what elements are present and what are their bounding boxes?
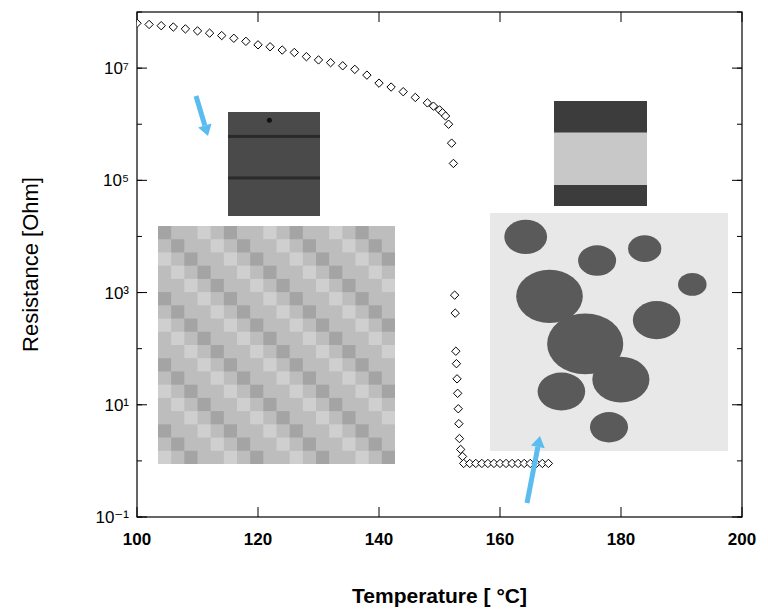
data-point bbox=[456, 445, 464, 453]
minor-tick bbox=[737, 236, 742, 237]
inset-image bbox=[228, 112, 320, 216]
data-point bbox=[157, 21, 165, 29]
data-point bbox=[351, 65, 359, 73]
x-tick bbox=[258, 12, 259, 22]
y-tick bbox=[732, 404, 742, 405]
inset-image bbox=[490, 213, 728, 451]
data-point bbox=[314, 56, 322, 64]
minor-tick bbox=[137, 348, 142, 349]
data-point bbox=[169, 23, 177, 31]
data-point bbox=[444, 120, 452, 128]
x-tick-label: 100 bbox=[123, 530, 151, 549]
y-tick bbox=[732, 180, 742, 181]
minor-tick bbox=[737, 348, 742, 349]
data-point bbox=[455, 420, 463, 428]
data-point bbox=[302, 52, 310, 60]
data-point bbox=[137, 19, 141, 27]
inset-image bbox=[158, 226, 395, 464]
data-point bbox=[453, 389, 461, 397]
data-point bbox=[218, 31, 226, 39]
minor-tick bbox=[737, 460, 742, 461]
data-point bbox=[193, 27, 201, 35]
x-tick bbox=[621, 507, 622, 517]
arrow bbox=[196, 96, 205, 125]
x-tick-label: 200 bbox=[728, 530, 756, 549]
data-point bbox=[254, 41, 262, 49]
y-tick-label: 10¹ bbox=[104, 396, 129, 415]
data-point bbox=[441, 112, 449, 120]
x-tick-label: 120 bbox=[244, 530, 272, 549]
y-tick bbox=[137, 404, 147, 405]
x-axis-title: Temperature [ °C] bbox=[352, 584, 527, 607]
data-point bbox=[363, 71, 371, 79]
x-tick bbox=[379, 507, 380, 517]
data-point bbox=[326, 58, 334, 66]
data-point bbox=[375, 79, 383, 87]
inset-image bbox=[554, 101, 647, 206]
data-point bbox=[449, 159, 457, 167]
data-point bbox=[205, 29, 213, 37]
minor-tick bbox=[737, 124, 742, 125]
data-point bbox=[290, 48, 298, 56]
x-tick bbox=[500, 12, 501, 22]
y-tick-label: 10³ bbox=[104, 284, 129, 303]
data-point bbox=[544, 459, 552, 467]
y-tick-label: 10⁻¹ bbox=[95, 508, 129, 527]
x-tick bbox=[258, 507, 259, 517]
y-tick-label: 10⁷ bbox=[104, 59, 129, 78]
x-tick bbox=[500, 507, 501, 517]
data-point bbox=[411, 93, 419, 101]
data-point bbox=[145, 20, 153, 28]
data-point bbox=[458, 452, 466, 460]
x-tick bbox=[621, 12, 622, 22]
chart: 10⁻¹ 10¹ 10³ 10⁵ 10⁷ 100 120 140 160 180 200 Temper… bbox=[0, 0, 768, 615]
data-point bbox=[455, 434, 463, 442]
arrow bbox=[527, 447, 538, 503]
data-point bbox=[242, 37, 250, 45]
data-point bbox=[399, 87, 407, 95]
y-tick-label: 10⁵ bbox=[103, 171, 129, 190]
arrow-head bbox=[531, 436, 545, 448]
data-point bbox=[447, 139, 455, 147]
plot-frame bbox=[137, 12, 742, 517]
data-point bbox=[454, 405, 462, 413]
data-point bbox=[230, 34, 238, 42]
y-tick bbox=[137, 68, 147, 69]
minor-tick bbox=[137, 236, 142, 237]
y-tick bbox=[732, 68, 742, 69]
data-point bbox=[387, 83, 395, 91]
data-point bbox=[278, 46, 286, 54]
data-point bbox=[452, 347, 460, 355]
y-tick bbox=[137, 292, 147, 293]
x-tick bbox=[379, 12, 380, 22]
data-point bbox=[453, 375, 461, 383]
data-point bbox=[266, 43, 274, 51]
data-point bbox=[450, 291, 458, 299]
data-point bbox=[451, 309, 459, 317]
data-point bbox=[339, 62, 347, 70]
data-point bbox=[452, 359, 460, 367]
arrow-head bbox=[198, 123, 211, 136]
y-tick bbox=[137, 180, 147, 181]
x-tick-label: 140 bbox=[365, 530, 393, 549]
minor-tick bbox=[137, 124, 142, 125]
x-tick-label: 160 bbox=[486, 530, 514, 549]
y-tick bbox=[732, 292, 742, 293]
y-axis-title: Resistance [Ohm] bbox=[18, 177, 43, 352]
x-tick-label: 180 bbox=[607, 530, 635, 549]
minor-tick bbox=[137, 460, 142, 461]
data-point bbox=[181, 25, 189, 33]
